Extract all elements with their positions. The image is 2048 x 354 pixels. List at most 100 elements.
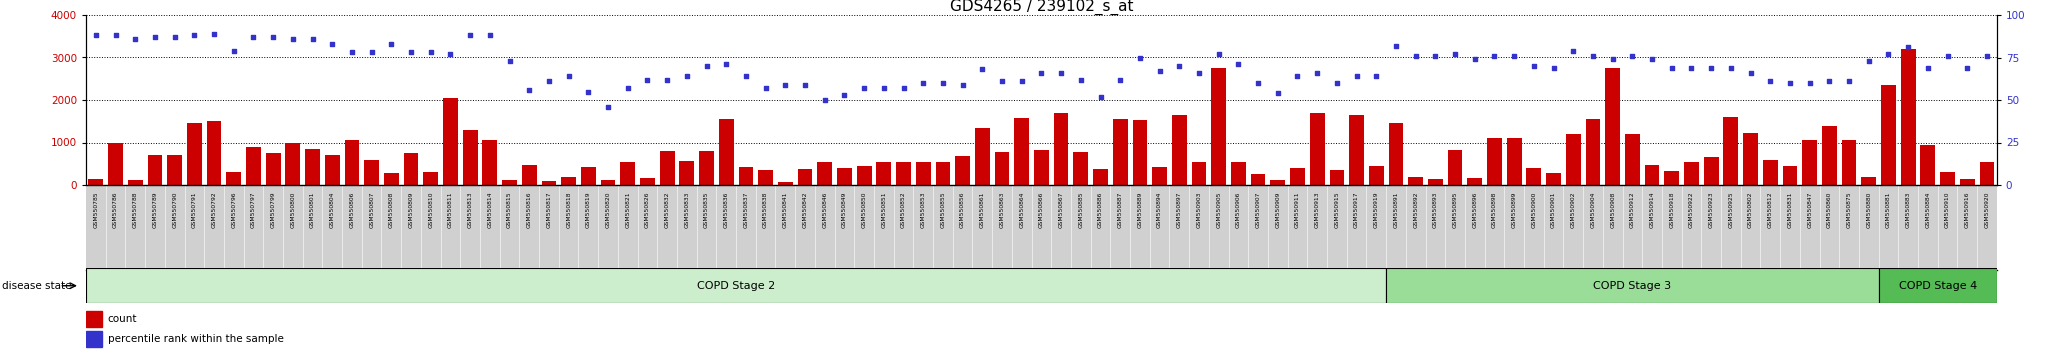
Text: GSM550814: GSM550814	[487, 192, 492, 228]
Text: GSM550812: GSM550812	[1767, 192, 1774, 228]
Point	[1636, 56, 1669, 62]
Text: GSM550799: GSM550799	[270, 192, 276, 228]
Text: GSM550902: GSM550902	[1571, 192, 1575, 228]
Text: GSM550867: GSM550867	[1059, 192, 1063, 228]
Text: GSM550785: GSM550785	[94, 192, 98, 228]
Text: GSM550893: GSM550893	[1434, 192, 1438, 228]
Text: GSM550907: GSM550907	[1255, 192, 1262, 228]
Point	[592, 104, 625, 110]
Text: GSM550813: GSM550813	[467, 192, 473, 228]
Bar	[1034, 150, 1049, 185]
Text: GSM550855: GSM550855	[940, 192, 946, 228]
Point	[1339, 73, 1372, 79]
Bar	[127, 180, 143, 185]
Point	[631, 77, 664, 82]
Text: GSM550816: GSM550816	[526, 192, 532, 228]
Bar	[582, 167, 596, 185]
Point	[434, 51, 467, 57]
Title: GDS4265 / 239102_s_at: GDS4265 / 239102_s_at	[950, 0, 1133, 15]
Bar	[1980, 162, 1995, 185]
Bar	[1763, 160, 1778, 185]
Point	[494, 58, 526, 64]
Text: GSM550797: GSM550797	[252, 192, 256, 228]
Point	[1851, 58, 1884, 64]
Point	[1223, 62, 1255, 67]
Bar	[1448, 150, 1462, 185]
Bar	[1960, 179, 1974, 185]
Bar	[1055, 113, 1069, 185]
Bar	[305, 149, 319, 185]
Bar	[856, 166, 872, 185]
Bar	[227, 172, 242, 185]
Bar	[383, 173, 399, 185]
Bar	[897, 162, 911, 185]
Bar	[1862, 177, 1876, 185]
Bar	[1251, 175, 1266, 185]
Text: GSM550800: GSM550800	[291, 192, 295, 228]
Text: GSM550818: GSM550818	[565, 192, 571, 228]
Point	[336, 50, 369, 55]
Text: GSM550861: GSM550861	[979, 192, 985, 228]
Point	[985, 79, 1018, 84]
Text: GSM550806: GSM550806	[350, 192, 354, 228]
Bar	[88, 179, 102, 185]
Bar	[1880, 85, 1896, 185]
Bar	[463, 130, 477, 185]
Bar	[1606, 68, 1620, 185]
Point	[1044, 70, 1077, 76]
Bar	[561, 177, 575, 185]
Text: GSM550841: GSM550841	[782, 192, 788, 228]
Bar	[915, 162, 930, 185]
Point	[1833, 79, 1866, 84]
Point	[788, 82, 821, 87]
Text: GSM550883: GSM550883	[1905, 192, 1911, 228]
Bar	[1290, 168, 1305, 185]
Text: GSM550792: GSM550792	[211, 192, 217, 228]
Text: GSM550863: GSM550863	[999, 192, 1004, 228]
Text: GSM550922: GSM550922	[1690, 192, 1694, 228]
Text: GSM550849: GSM550849	[842, 192, 848, 228]
Bar	[1546, 173, 1561, 185]
Point	[1458, 56, 1491, 62]
Bar	[1624, 134, 1640, 185]
Point	[612, 85, 645, 91]
Point	[217, 48, 250, 53]
Text: GSM550881: GSM550881	[1886, 192, 1890, 228]
Text: GSM550821: GSM550821	[625, 192, 631, 228]
Point	[1616, 53, 1649, 59]
Bar	[698, 151, 715, 185]
Bar	[266, 153, 281, 185]
Bar	[147, 155, 162, 185]
Bar	[326, 155, 340, 185]
Text: COPD Stage 4: COPD Stage 4	[1898, 281, 1976, 291]
Text: GSM550808: GSM550808	[389, 192, 393, 228]
Bar	[403, 153, 418, 185]
Point	[1262, 90, 1294, 96]
Bar	[1386, 268, 1878, 303]
Text: GSM550864: GSM550864	[1020, 192, 1024, 228]
Text: GSM550916: GSM550916	[1964, 192, 1970, 228]
Bar	[1427, 179, 1442, 185]
Text: GSM550899: GSM550899	[1511, 192, 1518, 228]
Point	[887, 85, 920, 91]
Bar	[1645, 165, 1659, 185]
Point	[1518, 63, 1550, 69]
Text: COPD Stage 2: COPD Stage 2	[696, 281, 776, 291]
Point	[1380, 43, 1413, 48]
Bar	[954, 156, 971, 185]
Text: GSM550925: GSM550925	[1729, 192, 1733, 228]
Bar	[1192, 162, 1206, 185]
Text: GSM550789: GSM550789	[152, 192, 158, 228]
Bar	[1487, 138, 1501, 185]
Text: GSM550791: GSM550791	[193, 192, 197, 228]
Point	[670, 73, 702, 79]
Text: GSM550909: GSM550909	[1276, 192, 1280, 228]
Point	[907, 80, 940, 86]
Bar	[1210, 68, 1227, 185]
Text: GSM550898: GSM550898	[1493, 192, 1497, 228]
Bar	[207, 121, 221, 185]
Point	[1241, 80, 1274, 86]
Text: GSM550885: GSM550885	[1079, 192, 1083, 228]
Bar	[1270, 180, 1286, 185]
Point	[1696, 65, 1729, 70]
